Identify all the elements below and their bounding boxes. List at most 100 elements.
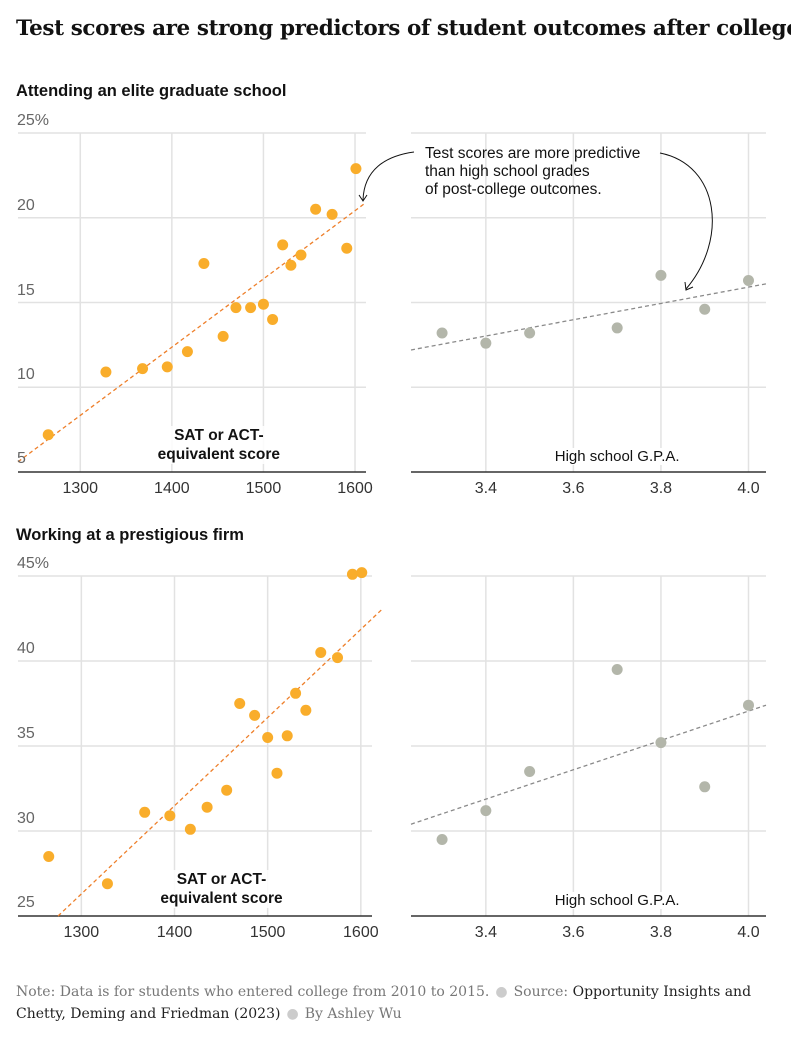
data-point [315, 647, 327, 658]
x-tick-label: 1500 [249, 924, 286, 941]
y-tick-label: 25% [17, 112, 50, 129]
x-tick-label: 3.4 [474, 480, 497, 497]
x-tick-label: 3.6 [562, 924, 585, 941]
data-point [356, 567, 368, 579]
data-point [257, 298, 269, 310]
footer: Note: Data is for students who entered c… [16, 981, 776, 1025]
x-axis-label-line: SAT or ACT- [174, 427, 264, 444]
data-point [480, 337, 492, 349]
x-axis-label: SAT or ACT-equivalent score [151, 426, 286, 464]
note-text: Data is for students who entered college… [59, 984, 490, 1000]
annotation-line: than high school grades [425, 163, 590, 180]
data-point [201, 801, 213, 813]
data-point [699, 303, 711, 315]
data-point [699, 781, 711, 793]
x-tick-label: 1500 [245, 480, 282, 497]
data-point [310, 203, 322, 215]
data-point [436, 327, 448, 339]
data-point [164, 810, 176, 822]
y-tick-label: 20 [17, 196, 35, 214]
x-tick-label: 1600 [337, 480, 373, 497]
data-point [655, 269, 667, 281]
note-label: Note: [16, 984, 56, 1000]
y-tick-label: 10 [17, 366, 35, 384]
data-point [436, 834, 448, 845]
data-point [139, 806, 151, 818]
chart-title: Test scores are strong predictors of stu… [16, 16, 791, 41]
annotation: Test scores are more predictive than hig… [425, 145, 640, 199]
data-point [346, 568, 358, 580]
y-tick-label: 30 [17, 810, 35, 827]
x-tick-label: 1400 [156, 924, 193, 941]
annotation-line: of post-college outcomes. [425, 181, 602, 198]
data-point [655, 737, 667, 749]
data-point [267, 313, 279, 325]
data-point [249, 709, 261, 721]
y-tick-label: 45% [17, 555, 50, 572]
data-point [341, 242, 353, 254]
arrowhead-icon [358, 194, 368, 202]
data-point [285, 259, 297, 271]
data-point [277, 239, 289, 251]
y-tick-label: 40 [17, 640, 35, 657]
data-point [524, 327, 536, 339]
y-tick-label: 15 [17, 281, 35, 299]
data-point [101, 878, 113, 890]
data-point [262, 732, 274, 743]
x-axis-label-line: equivalent score [157, 446, 280, 463]
y-tick-label: 25 [17, 894, 35, 911]
data-point [198, 258, 210, 270]
x-axis-label-line: equivalent score [160, 890, 283, 907]
data-point [271, 767, 283, 779]
x-tick-label: 4.0 [737, 480, 760, 497]
data-point [137, 363, 149, 375]
row-title-prestigious-firm: Working at a prestigious firm [16, 526, 244, 544]
data-point [611, 322, 623, 334]
data-point [742, 699, 754, 711]
x-axis-label-line: SAT or ACT- [176, 871, 267, 888]
data-point [332, 652, 344, 664]
trend-line [410, 704, 767, 825]
x-axis-label: High school G.P.A. [542, 892, 693, 909]
data-point [480, 805, 492, 817]
x-axis-label: SAT or ACT-equivalent score [154, 870, 289, 908]
x-tick-label: 3.6 [562, 480, 585, 497]
separator-dot: ● [286, 1006, 299, 1022]
annotation-arrow [659, 152, 713, 290]
data-point [300, 704, 312, 716]
data-point [161, 361, 173, 373]
data-point [281, 730, 293, 742]
x-tick-label: 1300 [62, 480, 99, 497]
data-point [217, 330, 229, 342]
y-tick-label: 5 [17, 450, 26, 467]
data-point [181, 346, 193, 358]
data-point [326, 208, 338, 220]
data-point [524, 766, 536, 777]
x-tick-label: 1400 [154, 480, 190, 497]
data-point [230, 302, 242, 314]
x-tick-label: 3.8 [649, 480, 673, 497]
source-text: Opportunity Insights and Chetty, Deming … [16, 984, 752, 1022]
data-point [742, 274, 754, 286]
data-point [221, 784, 233, 796]
byline: By Ashley Wu [304, 1006, 402, 1022]
source-label: Source: [513, 984, 569, 1000]
annotation-arrow [362, 151, 415, 201]
x-tick-label: 3.4 [474, 924, 497, 941]
x-tick-label: 3.8 [649, 924, 673, 941]
y-tick-label: 35 [17, 725, 35, 742]
data-point [234, 698, 246, 709]
x-axis-label: High school G.P.A. [542, 448, 693, 465]
data-point [290, 687, 302, 699]
trend-line [410, 283, 767, 351]
separator-dot: ● [495, 984, 508, 1000]
annotation-line: Test scores are more predictive [425, 145, 641, 162]
data-point [43, 851, 55, 862]
data-point [100, 366, 112, 378]
data-point [350, 163, 362, 175]
x-tick-label: 1300 [63, 924, 100, 941]
row-title-graduate-school: Attending an elite graduate school [16, 82, 287, 100]
data-point [184, 823, 196, 835]
data-point [245, 302, 257, 314]
